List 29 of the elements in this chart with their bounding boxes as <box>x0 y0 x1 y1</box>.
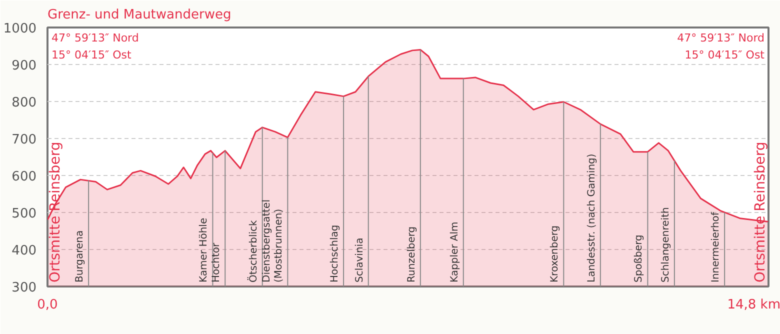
annotation: Runzelberg <box>406 226 418 282</box>
annotation: Kroxenberg <box>550 225 561 282</box>
y-tick-label: 800 <box>12 96 37 110</box>
y-tick-label: 600 <box>12 170 37 184</box>
annotation: Hochschlag <box>330 224 341 282</box>
annotation: Burgarena <box>74 230 86 282</box>
y-tick-label: 900 <box>12 58 37 74</box>
annotation: Dienstbergsattel (Mostbrunnen) <box>262 200 285 282</box>
annotation: Ortsmitte Reinsberg <box>48 142 64 282</box>
annotation: Schlangenreith <box>660 207 672 282</box>
annotation: Sclavinia <box>354 238 366 282</box>
annotation: Ötscherblick <box>246 220 260 282</box>
annotation: Kappler Alm <box>449 222 460 282</box>
annotation: Ortsmitte Reinsberg <box>752 142 768 282</box>
annotation: Spoßberg <box>634 234 645 282</box>
x-tick-label: 14,8 km <box>727 298 780 312</box>
annotation: 47° 59′13″ Nord 15° 04′15″ Ost <box>52 32 139 62</box>
annotation: Innermeierhof <box>710 212 722 282</box>
annotation: Hochtor <box>211 242 222 282</box>
annotation: Kamer Höhle <box>198 218 210 282</box>
y-tick-label: 400 <box>12 244 37 258</box>
annotation: 47° 59′13″ Nord 15° 04′15″ Ost <box>677 32 766 62</box>
y-tick-label: 300 <box>12 280 37 296</box>
y-tick-label: 700 <box>12 132 37 148</box>
y-tick-label: 1000 <box>3 22 37 36</box>
annotation: Landesstr. (nach Gaming) <box>586 154 598 282</box>
chart-title: Grenz- und Mautwanderweg <box>48 8 232 22</box>
y-tick-label: 500 <box>12 206 37 222</box>
x-tick-label: 0,0 <box>37 298 58 312</box>
